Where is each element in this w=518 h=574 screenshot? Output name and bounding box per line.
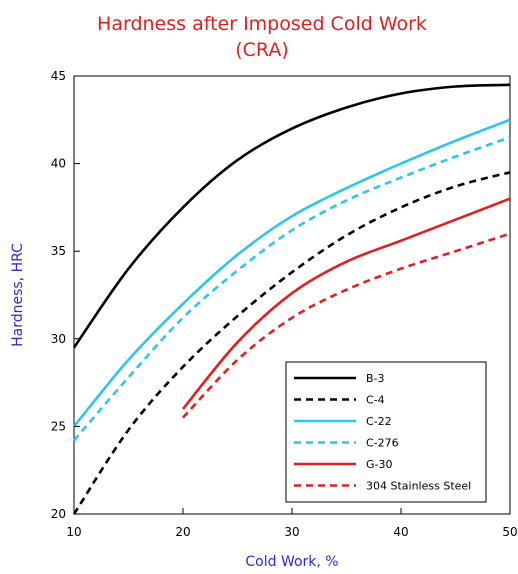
x-tick-label: 20	[175, 525, 190, 539]
legend-label-g-30: G-30	[366, 458, 393, 471]
legend-box	[285, 361, 487, 503]
legend-label-304-stainless-steel: 304 Stainless Steel	[366, 480, 471, 493]
y-tick-label: 40	[51, 157, 66, 171]
series-line-c-4	[72, 171, 511, 515]
y-tick-label: 20	[51, 507, 66, 521]
legend-label-c-276: C-276	[366, 437, 399, 450]
chart-title-line-1: Hardness after Imposed Cold Work	[97, 13, 427, 35]
series-line-g-30	[181, 197, 511, 410]
series-line-c-276	[73, 136, 511, 442]
x-tick-label: 30	[284, 525, 299, 539]
legend-label-c-4: C-4	[366, 394, 385, 407]
x-tick-label: 40	[393, 525, 408, 539]
series-line-b-3	[72, 83, 511, 349]
x-axis-label: Cold Work, %	[245, 554, 338, 570]
chart-title-line-2: (CRA)	[235, 39, 289, 61]
series-line-c-22	[72, 118, 511, 428]
y-axis-label: Hardness, HRC	[10, 243, 26, 347]
y-tick-label: 30	[51, 332, 66, 346]
legend-label-c-22: C-22	[366, 415, 392, 428]
legend: B-3 C-4 C-22 C-276 G-30 304 Stainless Steel	[285, 361, 487, 503]
series-layer	[72, 83, 511, 515]
y-tick-label: 25	[51, 419, 66, 433]
y-tick-label: 45	[51, 69, 66, 83]
series-line-304-stainless-steel	[182, 232, 511, 419]
y-tick-label: 35	[51, 244, 66, 258]
x-tick-label: 10	[66, 525, 81, 539]
x-tick-label: 50	[502, 525, 517, 539]
legend-entries: B-3 C-4 C-22 C-276 G-30 304 Stainless Steel	[294, 372, 471, 493]
legend-label-b-3: B-3	[366, 372, 385, 385]
